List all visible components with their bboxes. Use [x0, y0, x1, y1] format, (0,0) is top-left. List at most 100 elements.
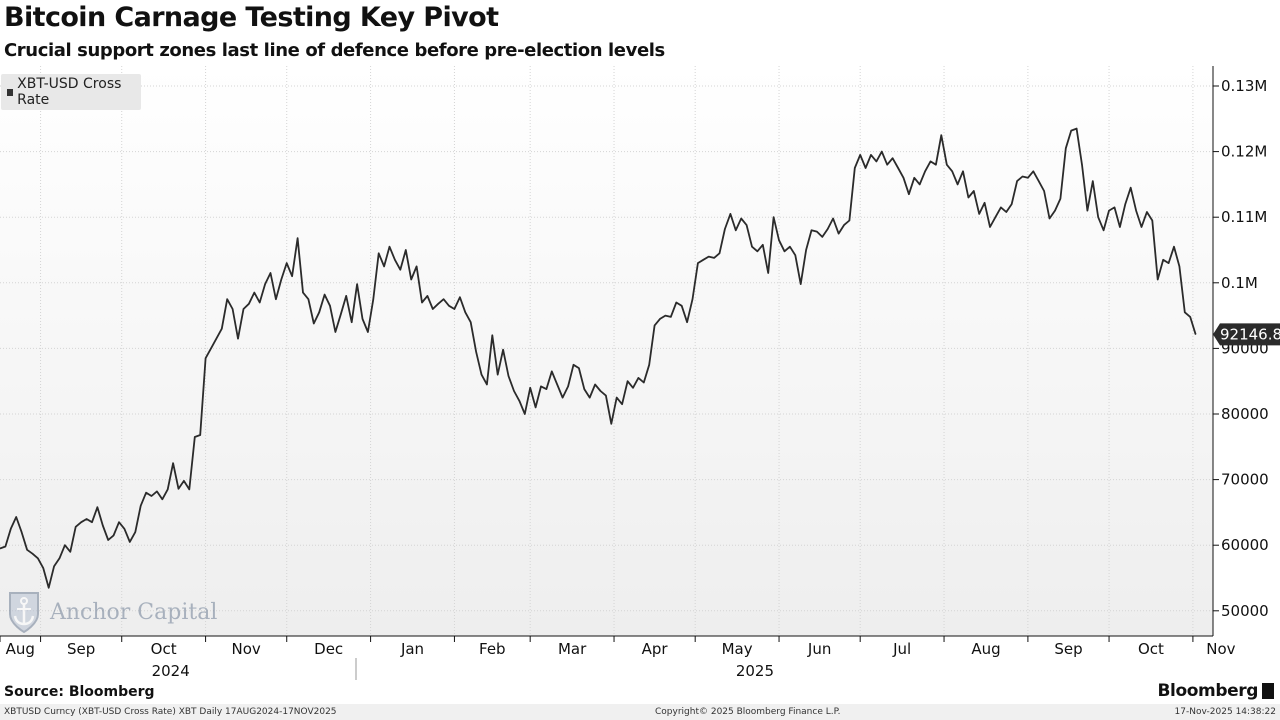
data-point [929, 160, 932, 162]
data-point [518, 400, 521, 402]
data-point [1108, 210, 1110, 212]
data-point [1178, 265, 1180, 267]
data-point [443, 298, 445, 300]
data-point [1189, 316, 1191, 318]
plot-background [0, 66, 1213, 636]
data-point [708, 256, 710, 258]
footer-timestamp: 17-Nov-2025 14:38:22 [1174, 707, 1276, 717]
data-point [773, 216, 775, 218]
data-point [1076, 128, 1078, 130]
x-tick-label: Jun [807, 640, 831, 658]
data-point [957, 183, 959, 185]
data-point [394, 259, 396, 261]
data-point [215, 338, 217, 340]
data-point [599, 390, 602, 392]
footer-strip: XBTUSD Curncy (XBT-USD Cross Rate) XBT D… [0, 704, 1280, 720]
data-point [800, 283, 802, 285]
data-point [962, 170, 964, 172]
data-point [740, 217, 742, 220]
data-point [210, 347, 212, 349]
data-point [80, 521, 82, 523]
data-point [96, 506, 98, 508]
y-tick-label: 0.12M [1221, 143, 1267, 161]
data-point [540, 385, 542, 387]
data-point [762, 244, 764, 246]
data-point [1016, 180, 1018, 182]
data-point [621, 403, 623, 405]
data-point [486, 383, 488, 386]
data-point [1151, 219, 1153, 222]
data-point [1146, 211, 1148, 213]
data-point [1097, 216, 1099, 218]
data-point [616, 397, 618, 399]
data-point [453, 308, 455, 310]
data-point [367, 331, 369, 333]
data-point [383, 265, 385, 267]
data-point [269, 272, 272, 274]
x-tick-label: Dec [314, 640, 343, 658]
data-point [75, 526, 77, 528]
data-point [259, 301, 261, 304]
data-point [172, 462, 174, 464]
data-point [1048, 217, 1051, 220]
data-point [1113, 206, 1116, 208]
data-point [502, 349, 504, 351]
data-point [1000, 206, 1002, 208]
data-point [637, 377, 640, 379]
data-point [951, 170, 953, 172]
data-point [967, 196, 970, 199]
data-point [751, 246, 753, 248]
data-point [345, 295, 347, 297]
data-point [881, 151, 883, 153]
data-point [783, 250, 786, 252]
data-point [1195, 333, 1197, 335]
data-point [399, 269, 401, 271]
data-point [1157, 278, 1159, 281]
data-point [1065, 147, 1067, 149]
watermark-text: Anchor Capital [50, 599, 218, 625]
data-point [410, 278, 412, 281]
x-tick-label: Nov [232, 640, 261, 658]
data-point [848, 219, 851, 222]
data-point [464, 311, 466, 313]
data-point [984, 202, 986, 204]
data-point [150, 495, 153, 497]
data-point [437, 303, 439, 305]
data-point [507, 375, 510, 377]
brand-square-icon [1262, 683, 1274, 699]
data-point [989, 226, 991, 228]
x-tick-label: Jul [892, 640, 911, 658]
data-point [908, 193, 910, 195]
data-point [735, 229, 737, 231]
data-point [426, 295, 428, 297]
data-point [691, 298, 694, 300]
data-point [15, 516, 17, 518]
data-point [513, 390, 515, 392]
data-point [31, 553, 34, 555]
data-point [242, 308, 245, 310]
data-point [297, 237, 299, 239]
legend-label: XBT-USD Cross Rate [17, 76, 122, 108]
data-point [421, 301, 423, 304]
data-point [1054, 210, 1056, 212]
data-point [1130, 187, 1132, 189]
data-point [697, 262, 699, 264]
data-point [1119, 226, 1121, 228]
data-point [0, 547, 1, 550]
data-point [659, 318, 661, 320]
data-point [205, 357, 207, 359]
data-point [470, 321, 472, 323]
data-point [253, 292, 255, 294]
data-point [145, 492, 147, 494]
data-point [497, 374, 499, 376]
data-point [859, 154, 861, 156]
data-point [724, 228, 726, 230]
data-point [118, 521, 120, 523]
data-point [1011, 203, 1013, 205]
data-point [361, 318, 364, 320]
data-point [291, 275, 293, 277]
data-point [681, 305, 683, 307]
data-point [605, 395, 607, 397]
y-tick-label: 0.13M [1221, 77, 1267, 95]
data-point [562, 397, 564, 399]
